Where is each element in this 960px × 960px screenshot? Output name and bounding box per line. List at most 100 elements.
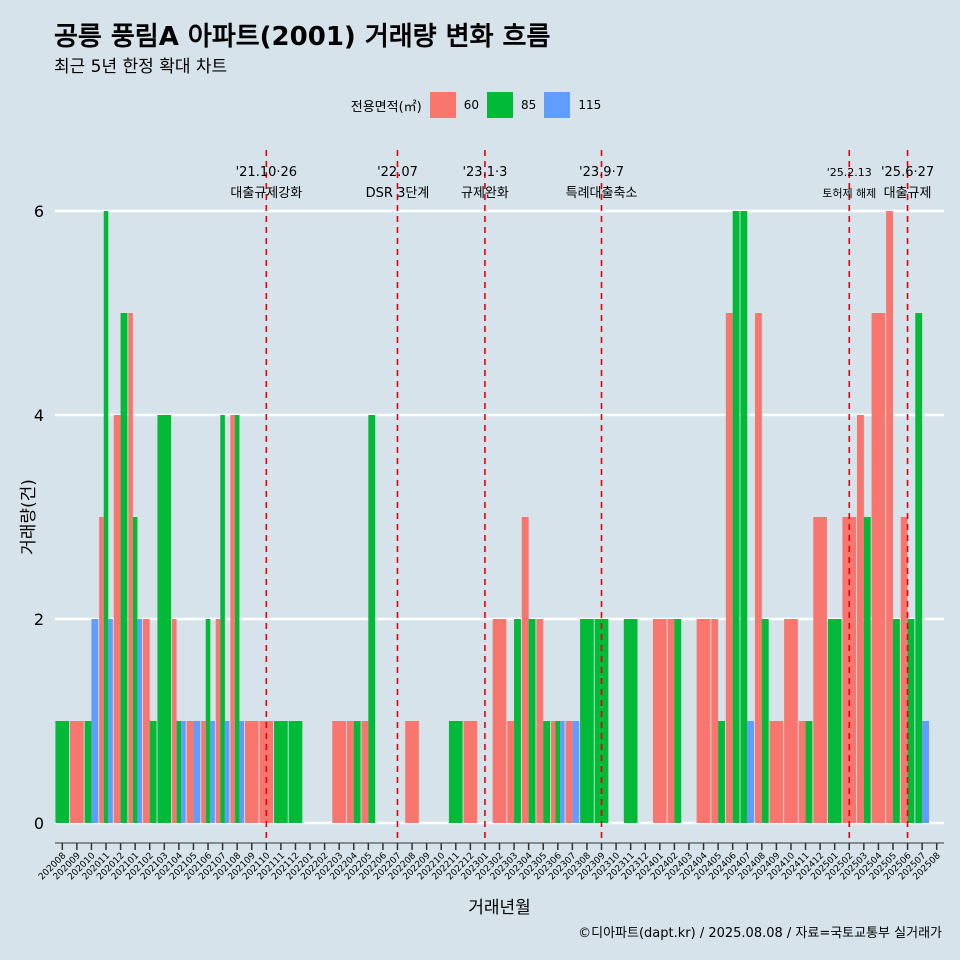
bar-60-202503 [856,415,864,823]
event-desc-label: 규제완화 [461,186,509,201]
bar-60-202104 [172,619,177,823]
bar-60-202204 [346,721,354,823]
bar-85-202204 [353,721,361,823]
bar-115-202010 [91,619,99,823]
bar-85-202102 [149,721,157,823]
bar-115-202306 [560,721,565,823]
legend-label-60: 60 [463,98,480,112]
bar-85-202011 [103,211,109,823]
bar-60-202408 [754,313,762,823]
bar-115-202108 [239,721,245,823]
bar-60-202108 [230,415,235,823]
bar-85-202205 [368,415,376,823]
bar-85-202503 [863,517,871,823]
bar-85-202111 [274,721,288,823]
bar-60-202406 [725,313,733,823]
bar-60-202306 [550,721,556,823]
bar-60-202303 [507,721,515,823]
bar-60-202105 [186,721,194,823]
y-tick-label: 4 [34,406,44,425]
bar-60-202405 [711,619,719,823]
bar-60-202401 [652,619,667,823]
bar-85-202505 [892,619,900,823]
bar-85-202304 [528,619,536,823]
event-date-label: '23.9·7 [579,165,624,180]
event-desc-label: DSR 3단계 [366,186,430,201]
chart-subtitle: 최근 5년 한정 확대 차트 [54,57,228,77]
bar-85-202407 [740,211,748,823]
bar-60-202009 [70,721,84,823]
bar-60-202505 [886,211,893,823]
bar-60-202307 [565,721,573,823]
bar-85-202107 [220,415,225,823]
bar-115-202407 [747,721,755,823]
y-tick-label: 2 [34,610,44,629]
bar-85-202501 [827,619,842,823]
legend-swatch-115 [544,92,571,118]
event-desc-label: 토허제 해제 [822,186,876,200]
bar-85-202103 [157,415,172,823]
event-date-label: '25.6·27 [881,165,934,180]
bar-85-202507 [915,313,923,823]
bar-85-202406 [732,211,740,823]
bar-60-202102 [142,619,150,823]
event-date-label: '22.07 [377,165,418,180]
bar-85-202411 [805,721,813,823]
bar-85-202308 [580,619,594,823]
event-desc-label: 대출규제강화 [230,186,302,201]
event-date-label: '21.10·26 [236,165,297,180]
bar-85-202104 [176,721,182,823]
legend-item-115: 115 [544,92,601,118]
event-desc-label: 대출규제 [884,186,932,201]
bar-115-202104 [181,721,186,823]
bar-60-202506 [900,517,908,823]
bar-60-202012 [113,415,121,823]
bar-85-202101 [132,517,138,823]
event-desc-label: 특례대출축소 [566,186,638,201]
bar-85-202311 [623,619,638,823]
bar-60-202011 [99,517,104,823]
bar-85-202305 [543,721,551,823]
bar-60-202404 [696,619,711,823]
bar-60-202107 [215,619,221,823]
bar-60-202109 [244,721,259,823]
bar-85-202309 [594,619,609,823]
bar-60-202203 [332,721,347,823]
bar-60-202305 [536,619,544,823]
legend-label-115: 115 [578,98,602,112]
y-tick-label: 0 [34,814,44,833]
bar-115-202507 [922,721,929,823]
legend-title: 전용면적(㎡) [350,99,422,115]
chart-title: 공릉 풍림A 아파트(2001) 거래량 변화 흐름 [54,22,551,52]
bar-115-202101 [137,619,143,823]
bar-60-202409 [769,721,784,823]
bar-85-202303 [514,619,521,823]
bar-85-202408 [761,619,769,823]
bar-60-202304 [521,517,529,823]
bar-60-202412 [813,517,827,823]
bar-85-202112 [288,721,303,823]
bar-85-202008 [55,721,70,823]
bar-60-202208 [405,721,419,823]
legend-swatch-60 [429,92,456,118]
bar-85-202306 [555,721,561,823]
bar-85-202106 [205,619,211,823]
bar-60-202212 [463,721,478,823]
bar-60-202101 [128,313,133,823]
legend: 전용면적(㎡) 60 85 115 [0,92,960,118]
bar-60-202302 [492,619,507,823]
legend-item-85: 85 [487,92,536,118]
event-date-label: '23.1·3 [462,165,507,180]
bar-60-202411 [798,721,806,823]
bar-85-202012 [120,313,128,823]
y-tick-label: 6 [34,202,44,221]
bar-115-202106 [210,721,215,823]
bar-85-202402 [674,619,682,823]
event-date-label: '25.2.13 [827,166,872,179]
bar-115-202105 [193,721,201,823]
x-axis-title: 거래년월 [468,898,531,918]
bar-60-202205 [361,721,369,823]
bar-115-202307 [572,721,580,823]
bar-60-202402 [667,619,675,823]
